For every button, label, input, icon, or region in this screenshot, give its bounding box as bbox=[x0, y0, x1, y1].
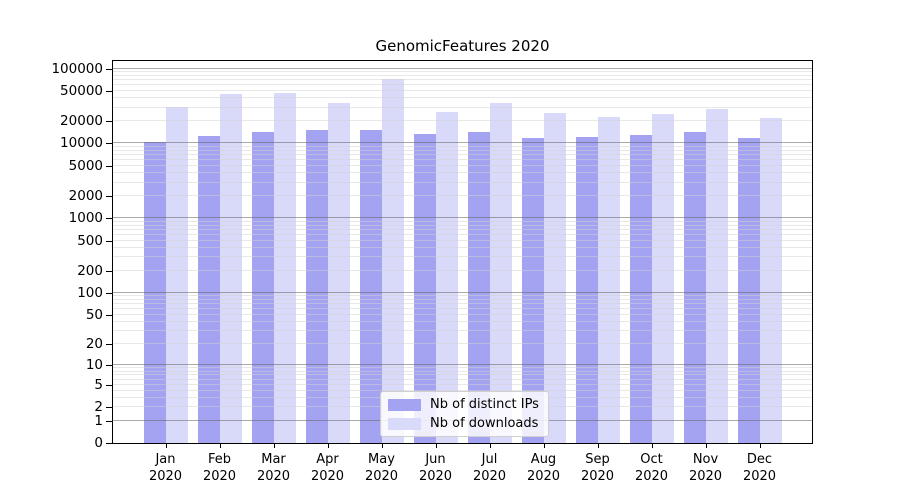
x-tick-label-may: May 2020 bbox=[350, 451, 414, 485]
y-tick-label-5: 5 bbox=[94, 376, 103, 393]
bar-ips-jul bbox=[467, 131, 490, 443]
x-tick-month: Jun bbox=[425, 452, 446, 467]
legend: Nb of distinct IPs Nb of downloads bbox=[380, 391, 549, 437]
plot-area bbox=[112, 60, 813, 444]
x-tick-label-jul: Jul 2020 bbox=[458, 451, 522, 485]
legend-row-1: Nb of downloads bbox=[388, 416, 539, 431]
bar-ips-dec bbox=[737, 137, 760, 443]
y-tick-label-5000: 5000 bbox=[68, 157, 103, 174]
x-tick-feb bbox=[219, 444, 221, 448]
x-tick-label-aug: Aug 2020 bbox=[512, 451, 576, 485]
x-tick-month: Mar bbox=[261, 452, 286, 467]
y-tick-label-2000: 2000 bbox=[68, 187, 103, 204]
x-tick-year: 2020 bbox=[202, 469, 237, 484]
bar-downloads-feb bbox=[219, 93, 242, 443]
bar-downloads-apr bbox=[327, 103, 350, 443]
y-tick-label-100000: 100000 bbox=[51, 60, 103, 77]
y-tick-label-2: 2 bbox=[94, 399, 103, 416]
x-tick-month: May bbox=[368, 452, 395, 467]
x-tick-may bbox=[381, 444, 383, 448]
bar-downloads-jun bbox=[435, 111, 458, 443]
x-tick-apr bbox=[327, 444, 329, 448]
bar-ips-apr bbox=[305, 129, 328, 443]
x-tick-year: 2020 bbox=[310, 469, 345, 484]
y-tick-label-50: 50 bbox=[85, 307, 103, 324]
x-tick-label-sep: Sep 2020 bbox=[566, 451, 630, 485]
bar-downloads-jan bbox=[165, 106, 188, 443]
legend-swatch-downloads bbox=[388, 417, 421, 430]
x-tick-label-jan: Jan 2020 bbox=[134, 451, 198, 485]
y-tick-label-0: 0 bbox=[94, 435, 103, 451]
x-tick-nov bbox=[705, 444, 707, 448]
legend-label-1: Nb of downloads bbox=[430, 416, 539, 431]
bar-ips-oct bbox=[629, 134, 652, 443]
y-tick-label-20000: 20000 bbox=[60, 112, 103, 129]
bar-ips-sep bbox=[575, 136, 598, 443]
x-tick-month: Feb bbox=[207, 452, 232, 467]
x-tick-jun bbox=[435, 444, 437, 448]
x-tick-jan bbox=[165, 444, 167, 448]
x-tick-month: Oct bbox=[640, 452, 663, 467]
y-tick-label-10000: 10000 bbox=[60, 135, 103, 152]
legend-swatch-distinct-ips bbox=[388, 398, 421, 411]
x-tick-aug bbox=[543, 444, 545, 448]
bar-downloads-mar bbox=[273, 93, 296, 443]
bars-layer bbox=[113, 61, 812, 443]
bar-downloads-may bbox=[381, 78, 404, 443]
x-tick-year: 2020 bbox=[580, 469, 615, 484]
bar-downloads-jul bbox=[489, 102, 512, 443]
y-tick-label-1000: 1000 bbox=[68, 210, 103, 227]
x-tick-mar bbox=[273, 444, 275, 448]
y-tick-label-100: 100 bbox=[77, 284, 103, 301]
bar-ips-nov bbox=[683, 132, 706, 443]
bar-ips-jun bbox=[413, 133, 436, 443]
x-tick-year: 2020 bbox=[526, 469, 561, 484]
bar-downloads-nov bbox=[705, 108, 728, 443]
bar-ips-mar bbox=[251, 132, 274, 443]
x-tick-label-mar: Mar 2020 bbox=[242, 451, 306, 485]
x-tick-oct bbox=[651, 444, 653, 448]
x-tick-jul bbox=[489, 444, 491, 448]
legend-label-0: Nb of distinct IPs bbox=[430, 397, 539, 412]
chart-title: GenomicFeatures 2020 bbox=[375, 37, 550, 55]
bar-downloads-dec bbox=[759, 117, 782, 443]
x-tick-label-feb: Feb 2020 bbox=[188, 451, 252, 485]
bar-ips-may bbox=[359, 130, 382, 443]
x-tick-month: Jan bbox=[155, 452, 176, 467]
y-tick-label-1: 1 bbox=[94, 412, 103, 429]
bar-downloads-oct bbox=[651, 113, 674, 443]
x-tick-year: 2020 bbox=[148, 469, 183, 484]
x-tick-year: 2020 bbox=[742, 469, 777, 484]
x-tick-month: Jul bbox=[481, 452, 498, 467]
x-tick-label-oct: Oct 2020 bbox=[620, 451, 684, 485]
bar-ips-feb bbox=[197, 135, 220, 443]
x-tick-label-nov: Nov 2020 bbox=[674, 451, 738, 485]
y-tick-label-500: 500 bbox=[77, 232, 103, 249]
x-tick-year: 2020 bbox=[418, 469, 453, 484]
y-tick-label-50000: 50000 bbox=[60, 83, 103, 99]
y-tick-label-20: 20 bbox=[85, 336, 103, 352]
x-tick-sep bbox=[597, 444, 599, 448]
x-tick-month: Apr bbox=[316, 452, 339, 467]
legend-row-0: Nb of distinct IPs bbox=[388, 397, 539, 412]
x-tick-month: Sep bbox=[585, 452, 610, 467]
y-tick-label-10: 10 bbox=[85, 357, 103, 373]
x-tick-year: 2020 bbox=[688, 469, 723, 484]
x-tick-month: Nov bbox=[692, 452, 719, 467]
x-tick-label-jun: Jun 2020 bbox=[404, 451, 468, 485]
x-tick-month: Aug bbox=[530, 452, 557, 467]
bar-ips-jan bbox=[143, 141, 166, 443]
x-tick-dec bbox=[759, 444, 761, 448]
x-tick-year: 2020 bbox=[256, 469, 291, 484]
x-tick-year: 2020 bbox=[634, 469, 669, 484]
x-tick-label-apr: Apr 2020 bbox=[296, 451, 360, 485]
x-tick-month: Dec bbox=[746, 452, 773, 467]
bar-downloads-sep bbox=[597, 116, 620, 443]
y-tick-label-200: 200 bbox=[77, 262, 103, 279]
x-tick-year: 2020 bbox=[472, 469, 507, 484]
x-tick-year: 2020 bbox=[364, 469, 399, 484]
x-tick-label-dec: Dec 2020 bbox=[728, 451, 792, 485]
bar-ips-aug bbox=[521, 138, 544, 443]
